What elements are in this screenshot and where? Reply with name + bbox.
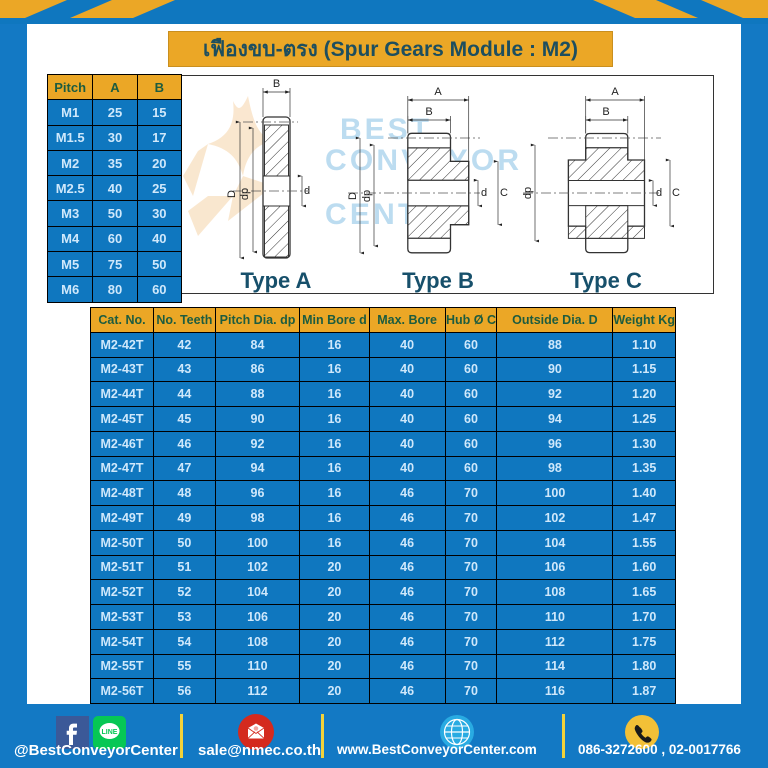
svg-text:A: A [611,86,619,98]
svg-text:C: C [500,187,508,199]
svg-text:d: d [304,185,310,197]
svg-text:d: d [656,187,662,199]
svg-text:Type C: Type C [570,268,642,293]
svg-text:D: D [226,190,238,198]
svg-text:LINE: LINE [102,729,118,736]
svg-text:A: A [434,86,442,98]
svg-text:B: B [425,106,432,118]
svg-text:D: D [347,192,359,200]
svg-text:Type B: Type B [402,268,474,293]
svg-text:B: B [273,78,280,90]
svg-text:Type A: Type A [241,268,312,293]
svg-text:dp: dp [522,187,534,199]
svg-text:C: C [672,187,680,199]
svg-text:B: B [602,106,609,118]
svg-text:dp: dp [239,188,251,200]
svg-text:dp: dp [361,190,373,202]
svg-text:d: d [481,187,487,199]
